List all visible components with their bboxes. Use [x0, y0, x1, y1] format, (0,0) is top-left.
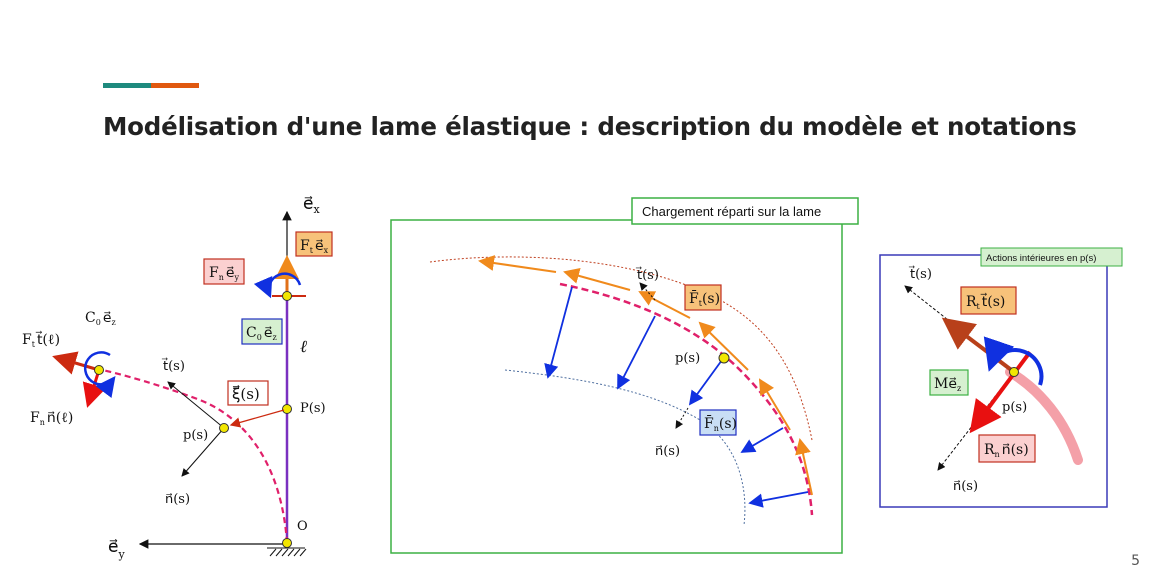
top-node — [282, 291, 292, 301]
right-figure: Actions intérieures en p(s) t⃗(s) Rt t⃗(s… — [879, 247, 1123, 508]
middle-beam-curve — [559, 282, 814, 516]
middle-figure: Chargement réparti sur la lame t⃗ — [390, 197, 859, 554]
label-p-s-right: p(s) — [1002, 400, 1027, 415]
label-p-s-middle: p(s) — [675, 351, 700, 366]
svg-text:Chargement réparti sur la lame: Chargement réparti sur la lame — [642, 204, 821, 219]
box-xi-s: ξ⃗(s) — [227, 380, 269, 406]
label-n-s-middle: n⃗(s) — [655, 444, 680, 459]
m-moment-arc — [983, 336, 1044, 386]
p-point-middle — [718, 352, 730, 364]
page-number: 5 — [1131, 553, 1140, 569]
box-fn-ey: Fn e⃗y — [203, 258, 245, 285]
n-vector-left — [181, 427, 225, 477]
label-axis-ex: e⃗x — [303, 194, 320, 216]
box-ft-s: F̄t(s) — [684, 284, 722, 311]
svg-text:Rnn⃗(s): Rn n⃗(s) — [984, 442, 1029, 459]
normal-load-arrows — [544, 286, 809, 508]
middle-frame — [390, 219, 843, 554]
box-m-ez: Me⃗z — [929, 369, 969, 396]
c0-moment-arc-tip — [84, 351, 116, 398]
inner-dotted-curve — [504, 369, 746, 526]
svg-text:Fne⃗y: Fn e⃗y — [209, 265, 240, 282]
label-t-s-left: t⃗(s) — [161, 358, 185, 374]
ft-tl-arrow — [52, 351, 100, 375]
box-c0-ez: C0 e⃗z — [241, 318, 283, 345]
p-point-left — [219, 423, 229, 433]
middle-header: Chargement réparti sur la lame — [631, 197, 859, 225]
svg-text:C0e⃗z: C0 e⃗z — [246, 325, 277, 342]
label-n-s-left: n⃗(s) — [165, 492, 190, 507]
rn-arrow — [969, 350, 1032, 434]
svg-text:Actions intérieures en p(s): Actions intérieures en p(s) — [986, 253, 1096, 264]
fn-nl-arrow — [82, 369, 106, 408]
box-ft-ex: Ft e⃗x — [295, 231, 333, 257]
tangential-load-arrows — [478, 255, 813, 496]
svg-text:Me⃗z: Me⃗z — [934, 376, 961, 393]
ground-support — [267, 547, 307, 557]
label-O: O — [297, 519, 308, 534]
label-p-s-left: p(s) — [183, 428, 208, 443]
label-t-s-right: t⃗(s) — [908, 266, 932, 282]
accent-bar-teal — [103, 83, 151, 88]
svg-text:Fte⃗x: Ft e⃗x — [300, 238, 329, 255]
deformed-beam-curve — [97, 367, 289, 544]
label-t-s-middle: t⃗(s) — [635, 267, 659, 283]
tip-node — [94, 365, 104, 375]
label-n-s-right: n⃗(s) — [953, 479, 978, 494]
label-axis-ey: e⃗y — [108, 537, 125, 561]
xi-arrow — [229, 409, 285, 428]
c0-moment-arc-top — [253, 272, 302, 299]
left-figure: e⃗x e⃗y Ft e⃗x Fn e⃗y C0 e⃗z C0 e⃗z Ft t⃗(ℓ) … — [22, 194, 333, 561]
t-vector-right — [904, 285, 1015, 373]
label-ell: ℓ — [300, 337, 307, 357]
t-vector-left — [167, 381, 225, 429]
accent-bar-orange — [151, 83, 199, 88]
label-fn-nl: Fn n⃗(ℓ) — [30, 410, 73, 427]
O-point — [282, 538, 292, 548]
label-c0-ez-tip: C0 e⃗z — [85, 310, 116, 327]
right-header: Actions intérieures en p(s) — [980, 247, 1123, 267]
box-rn: Rn n⃗(s) — [978, 434, 1036, 463]
box-fn-s: F̄n(s) — [699, 409, 737, 436]
label-ft-tl: Ft t⃗(ℓ) — [22, 330, 60, 349]
svg-text:F̄n(s): F̄n(s) — [704, 414, 737, 433]
p-point-right — [1009, 367, 1019, 377]
P-point — [282, 404, 292, 414]
svg-text:F̄t(s): F̄t(s) — [689, 289, 720, 308]
box-rt: Rt t⃗(s) — [960, 286, 1017, 315]
label-P-s: P(s) — [300, 401, 326, 416]
svg-text:Rtt⃗(s): Rt t⃗(s) — [966, 292, 1005, 311]
slide-title: Modélisation d'une lame élastique : desc… — [103, 112, 1077, 141]
beam-segment-right — [1005, 367, 1083, 465]
svg-text:ξ⃗(s): ξ⃗(s) — [232, 384, 260, 403]
